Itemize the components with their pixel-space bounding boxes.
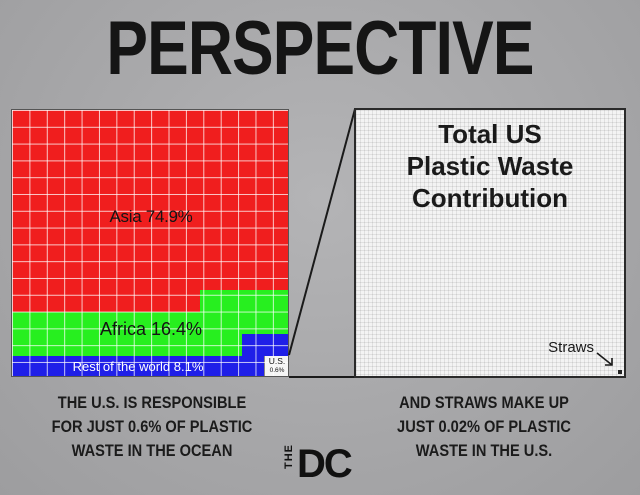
caption-left-line-2: FOR JUST 0.6% OF PLASTIC (51, 417, 253, 436)
connector-top-line (288, 108, 356, 356)
world-plastic-grid: Asia 74.9% Africa 16.4% Rest of the worl… (11, 109, 289, 377)
us-waste-zoom-panel: Total US Plastic Waste Contribution Stra… (354, 108, 626, 378)
zoom-title-line-3: Contribution (412, 183, 568, 213)
zoom-title-line-1: Total US (438, 119, 542, 149)
daily-caller-logo: THE DC (283, 440, 353, 490)
caption-left-line-3: WASTE IN THE OCEAN (71, 441, 233, 460)
us-label-name: U.S. (268, 356, 286, 366)
straws-label: Straws (548, 339, 594, 356)
logo-the-text: THE (283, 444, 295, 469)
asia-label: Asia 74.9% (109, 207, 193, 226)
grid-lines (12, 110, 288, 376)
arrow-down-right-icon (596, 352, 613, 366)
us-label: U.S. 0.6% (264, 356, 288, 375)
us-label-percent: 0.6% (269, 367, 285, 374)
rest-of-world-label: Rest of the world 8.1% (72, 359, 204, 374)
straws-cell (618, 370, 622, 374)
africa-label: Africa 16.4% (99, 319, 203, 339)
caption-right-line-1: AND STRAWS MAKE UP (399, 393, 569, 412)
caption-right-line-2: JUST 0.02% OF PLASTIC (397, 417, 571, 436)
caption-left: THE U.S. IS RESPONSIBLE FOR JUST 0.6% OF… (23, 391, 281, 463)
caption-right: AND STRAWS MAKE UP JUST 0.02% OF PLASTIC… (355, 391, 613, 463)
caption-left-line-1: THE U.S. IS RESPONSIBLE (57, 393, 247, 412)
page-title: PERSPECTIVE (106, 6, 534, 91)
zoom-title: Total US Plastic Waste Contribution (356, 118, 624, 214)
zoom-title-line-2: Plastic Waste (406, 151, 574, 181)
caption-right-line-3: WASTE IN THE U.S. (415, 441, 553, 460)
logo-dc-text: DC (297, 442, 353, 486)
